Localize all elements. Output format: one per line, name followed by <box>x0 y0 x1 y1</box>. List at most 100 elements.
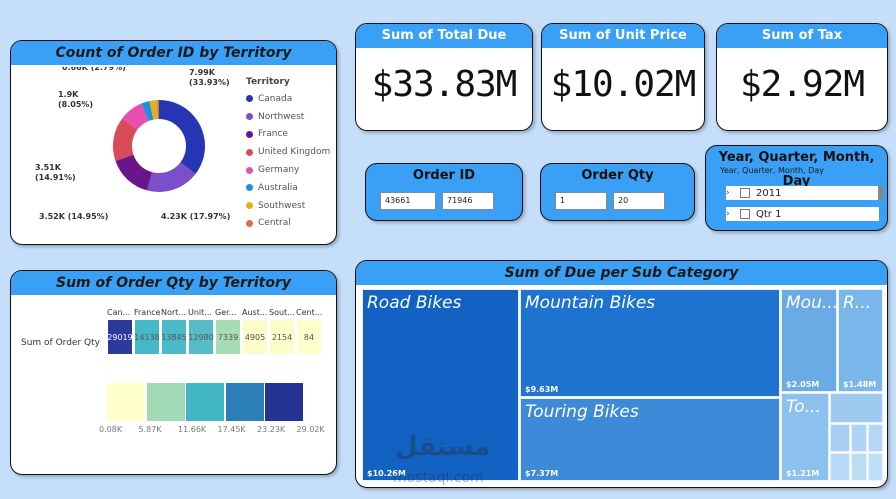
legend-item[interactable]: Central <box>246 215 330 233</box>
matrix-cell[interactable]: 14138 <box>134 319 160 355</box>
date-row-year[interactable]: › 2011 <box>726 186 879 200</box>
watermark-url: mostaql.com <box>393 470 484 486</box>
slicer-subtitle: Year, Quarter, Month, Day <box>720 166 824 175</box>
slicer-title: Order Qty <box>581 168 654 183</box>
tile-label: R... <box>843 293 872 313</box>
order-qty-slicer: Order Qty 1 20 <box>540 163 695 221</box>
treemap-tile-small[interactable] <box>830 453 850 481</box>
matrix-column-header[interactable]: Aust... <box>242 308 268 317</box>
matrix-cell[interactable]: 4905 <box>242 319 268 355</box>
chevron-right-icon[interactable]: › <box>726 188 730 198</box>
legend-label: Southwest <box>258 200 306 211</box>
tile-value: $1.48M <box>843 380 877 389</box>
treemap-tile-small[interactable] <box>830 393 883 423</box>
chevron-right-icon[interactable]: › <box>726 209 730 219</box>
donut-slice-germany[interactable] <box>122 103 149 130</box>
matrix-cell[interactable]: 29019 <box>107 319 133 355</box>
legend-label: United Kingdom <box>258 147 331 158</box>
tile-label: Mountain Bikes <box>525 293 656 313</box>
order-id-from-input[interactable]: 43661 <box>380 192 436 210</box>
checkbox[interactable] <box>740 188 750 198</box>
donut-slice-australia[interactable] <box>141 100 154 122</box>
donut-chart[interactable]: 7.99K (33.93%) 4.23K (17.97%) 3.52K (14.95%… <box>11 67 246 245</box>
treemap: Road Bikes $10.26M Mountain Bikes $9.63M… <box>362 289 883 481</box>
matrix-cell[interactable]: 2154 <box>269 319 295 355</box>
gradient-scale-label: 11.66K <box>178 425 207 434</box>
matrix-column-header[interactable]: Sout... <box>269 308 295 317</box>
scrollbar[interactable] <box>878 186 883 200</box>
treemap-tile-small[interactable] <box>830 424 850 452</box>
matrix-cell[interactable]: 7339 <box>215 319 241 355</box>
treemap-tile[interactable]: R... $1.48M <box>838 289 883 392</box>
gradient-scale-label: 29.02K <box>296 425 325 434</box>
donut-slice-united-kingdom[interactable] <box>112 118 138 161</box>
legend-label: Northwest <box>258 111 305 122</box>
legend-item[interactable]: Canada <box>246 90 330 108</box>
kpi-unit-price: Sum of Unit Price $10.02M <box>541 23 705 131</box>
legend-marker <box>246 184 253 192</box>
legend-marker <box>246 95 253 103</box>
matrix-column-header[interactable]: Unit... <box>188 308 212 317</box>
matrix-column-header[interactable]: Nort... <box>161 308 186 317</box>
slicer-title: Year, Quarter, Month, Day <box>718 150 875 189</box>
order-qty-from-input[interactable]: 1 <box>555 192 607 210</box>
donut-slice-central[interactable] <box>157 100 159 120</box>
gradient-scale-label: 5.87K <box>138 425 162 434</box>
kpi-title: Sum of Unit Price <box>542 24 704 48</box>
kpi-value: $2.92M <box>739 64 865 105</box>
gradient-scale-label: 23.23K <box>257 425 286 434</box>
donut-slice-canada[interactable] <box>159 100 206 175</box>
treemap-tile[interactable]: Touring Bikes $7.37M <box>520 398 780 481</box>
order-id-slicer: Order ID 43661 71946 <box>365 163 523 221</box>
tile-value: $2.05M <box>786 380 820 389</box>
legend-item[interactable]: Australia <box>246 179 330 197</box>
donut-slice-northwest[interactable] <box>147 162 196 192</box>
gradient-scale-label: 0.08K <box>99 425 123 434</box>
legend-item[interactable]: Northwest <box>246 108 330 126</box>
treemap-tile-small[interactable] <box>868 453 883 481</box>
legend-label: Germany <box>258 165 300 176</box>
matrix-title: Sum of Order Qty by Territory <box>11 271 336 295</box>
legend-marker <box>246 148 253 156</box>
donut-slice-southwest[interactable] <box>149 100 158 120</box>
treemap-title: Sum of Due per Sub Category <box>356 261 887 285</box>
legend-item[interactable]: Germany <box>246 161 330 179</box>
matrix-column-header[interactable]: France <box>134 308 161 317</box>
tile-value: $9.63M <box>525 385 559 394</box>
treemap-tile-small[interactable] <box>851 424 867 452</box>
matrix-column-header[interactable]: Cent... <box>296 308 323 317</box>
donut-data-label: 7.99K (33.93%) <box>189 68 230 87</box>
treemap-tile-small[interactable] <box>851 453 867 481</box>
legend-marker <box>246 202 253 210</box>
tile-label: Touring Bikes <box>525 402 639 422</box>
date-hierarchy-slicer: Year, Quarter, Month, Day Year, Quarter,… <box>705 145 888 231</box>
matrix-column-header[interactable]: Can... <box>107 308 131 317</box>
legend-item[interactable]: Southwest <box>246 197 330 215</box>
checkbox[interactable] <box>740 209 750 219</box>
matrix-cell[interactable]: 13845 <box>161 319 187 355</box>
watermark-logo: مستقل <box>395 432 491 462</box>
treemap-tile[interactable]: Mou... $2.05M <box>781 289 837 392</box>
treemap-tile[interactable]: Mountain Bikes $9.63M <box>520 289 780 397</box>
tile-label: To... <box>786 397 821 417</box>
order-id-to-input[interactable]: 71946 <box>442 192 494 210</box>
matrix-column-header[interactable]: Ger... <box>215 308 237 317</box>
kpi-total-due: Sum of Total Due $33.83M <box>355 23 533 131</box>
legend-item[interactable]: France <box>246 126 330 144</box>
gradient-scale-cell <box>107 383 145 421</box>
tile-label: Road Bikes <box>367 293 462 313</box>
matrix-cell[interactable]: 84 <box>296 319 322 355</box>
treemap-tile[interactable]: Road Bikes $10.26M <box>362 289 519 481</box>
legend-marker <box>246 130 253 138</box>
legend-item[interactable]: United Kingdom <box>246 143 330 161</box>
treemap-card: Sum of Due per Sub Category Road Bikes $… <box>355 260 888 488</box>
matrix-cell[interactable]: 12980 <box>188 319 214 355</box>
donut-slice-france[interactable] <box>115 154 153 191</box>
date-row-quarter[interactable]: › Qtr 1 <box>726 207 879 221</box>
treemap-tile-small[interactable] <box>868 424 883 452</box>
kpi-value: $33.83M <box>371 64 518 105</box>
treemap-tile[interactable]: To... $1.21M <box>781 393 829 481</box>
order-qty-to-input[interactable]: 20 <box>613 192 665 210</box>
legend-title: Territory <box>246 77 290 87</box>
donut-data-label: 4.23K (17.97%) <box>161 212 230 221</box>
